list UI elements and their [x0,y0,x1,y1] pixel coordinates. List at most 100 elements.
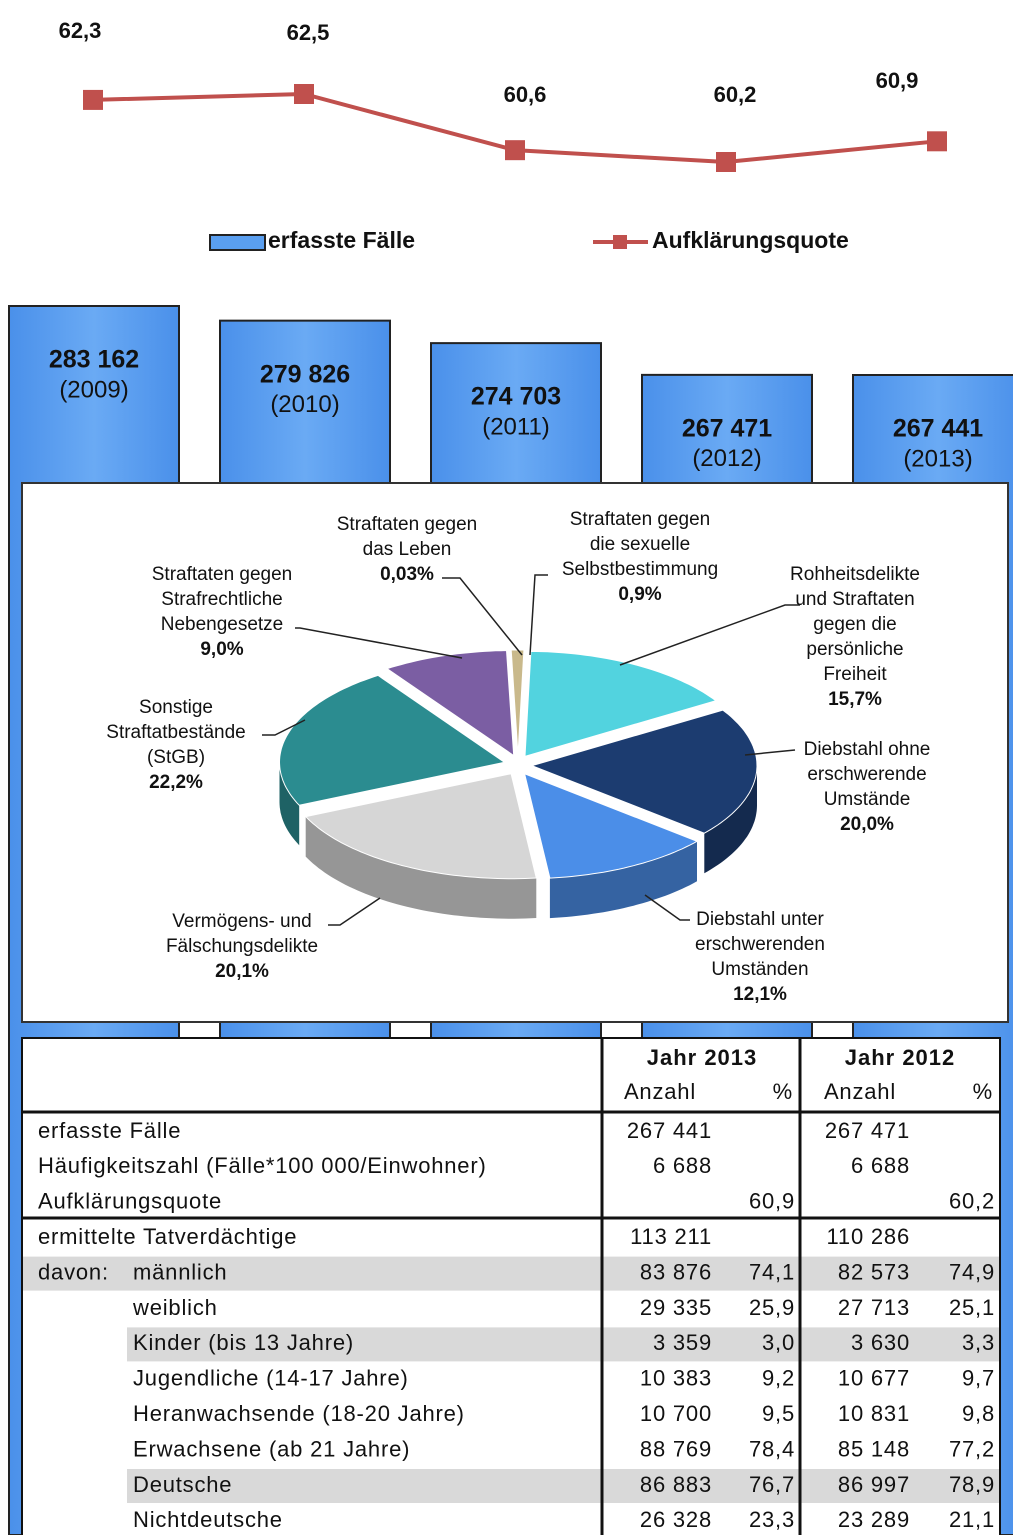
cell: 23,3 [749,1507,795,1532]
legend-label: Aufklärungsquote [652,227,849,253]
slice-label: das Leben [363,539,452,560]
data-label: 267 471 [682,414,772,442]
row-label: Deutsche [133,1472,232,1497]
column-header: Jahr 2013 [647,1045,758,1070]
cell: 76,7 [749,1472,795,1497]
row-label: Aufklärungsquote [38,1189,222,1214]
row-label: erfasste Fälle [38,1118,181,1143]
row-label: Häufigkeitszahl (Fälle*100 000/Einwohner… [38,1153,487,1178]
cell: 86 883 [640,1472,712,1497]
row-label: Kinder (bis 13 Jahre) [133,1330,354,1355]
cell: 3 630 [851,1330,910,1355]
cell: 3,3 [962,1330,995,1355]
slice [509,649,519,756]
leader-line [328,897,381,926]
slice-label: Selbstbestimmung [562,559,718,580]
leader-line [619,604,800,666]
slice-label: Sonstige [139,697,213,718]
slice [278,674,506,806]
cell: 60,9 [749,1189,795,1214]
cell: 9,7 [962,1366,995,1391]
slice [524,650,717,757]
cell: 86 997 [838,1472,910,1497]
cell: 82 573 [838,1259,910,1284]
data-label: 274 703 [471,383,561,411]
cell: 77,2 [949,1436,995,1461]
cell: 6 688 [653,1153,712,1178]
slice-label: Umständen [711,959,808,980]
row-label: Heranwachsende (18-20 Jahre) [133,1401,465,1426]
data-label: 60,6 [504,82,547,107]
slice-label: Umstände [824,789,911,810]
legend-label: erfasste Fälle [268,227,415,253]
data-label: 60,9 [876,68,919,93]
category-label: (2013) [903,445,972,472]
cell: 9,8 [962,1401,995,1426]
category-label: (2011) [482,413,550,440]
slice-label: erschwerende [807,764,926,785]
column-subheader: % [773,1079,793,1104]
line-marker [927,131,947,152]
data-label: 283 162 [49,346,139,374]
line-marker [505,140,525,161]
slice-value: 15,7% [828,689,882,710]
column-subheader: Anzahl [824,1079,896,1104]
row-label: Nichtdeutsche [133,1507,283,1532]
row-shade [127,1327,999,1362]
cell: 10 383 [640,1366,712,1391]
slice [523,772,699,879]
slice-label: Rohheitsdelikte [790,564,920,585]
data-label: 60,2 [714,82,757,107]
cell: 26 328 [640,1507,712,1532]
slice-label: persönliche [806,639,903,660]
slice-label: gegen die [813,614,896,635]
row-label: Jugendliche (14-17 Jahre) [133,1366,409,1391]
slice-value: 0,03% [380,564,434,585]
row-label: Erwachsene (ab 21 Jahre) [133,1436,410,1461]
slice-value: 12,1% [733,984,787,1005]
slice-label: die sexuelle [590,534,690,555]
leader-line [262,719,306,736]
cell: 88 769 [640,1436,712,1461]
line-marker [716,152,736,172]
cell: 23 289 [838,1507,910,1532]
data-label: 279 826 [260,360,350,388]
slice-label: Nebengesetze [161,614,284,635]
cell: 10 700 [640,1401,712,1426]
leader-line [442,577,523,656]
slice-value: 9,0% [200,639,243,660]
cell: 29 335 [640,1295,712,1320]
cell: 21,1 [949,1507,995,1532]
cell: 113 211 [630,1224,712,1249]
cell: 10 831 [838,1401,910,1426]
leader-line [644,894,690,921]
slice-label: Vermögens- und [172,911,311,932]
leader-line [744,749,796,756]
pie-frame [21,482,1009,1023]
slice-label: Straftatbestände [106,722,245,743]
row-label: weiblich [132,1295,218,1320]
cell: 110 286 [827,1224,911,1249]
line-marker [83,89,103,110]
row-shade [23,1256,999,1291]
cell: 25,1 [949,1295,995,1320]
slice-label: Straftaten gegen [152,564,293,585]
cell: 74,1 [749,1259,795,1284]
slice-label: Fälschungsdelikte [166,936,318,957]
cell: 10 677 [838,1366,910,1391]
row-shade [127,1469,999,1503]
category-label: (2012) [692,445,761,472]
cell: 27 713 [838,1295,910,1320]
leader-line [529,574,548,656]
cell: 267 471 [825,1118,910,1143]
slice-value: 0,9% [618,584,661,605]
cell: 9,5 [762,1401,795,1426]
cell: 9,2 [762,1366,795,1391]
category-label: (2010) [270,391,339,418]
cell: 78,4 [749,1436,795,1461]
cell: 267 441 [627,1118,712,1143]
slice-label: Straftaten gegen [570,509,711,530]
legend-marker [613,235,627,249]
slice-label: erschwerenden [695,934,825,955]
